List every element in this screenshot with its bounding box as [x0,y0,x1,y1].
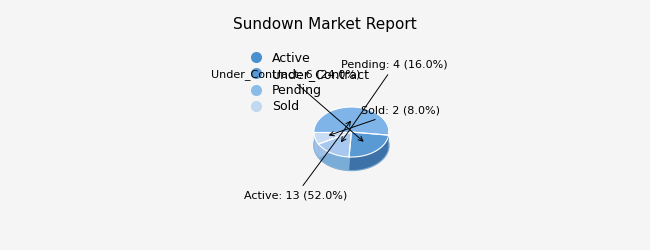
Polygon shape [314,120,389,170]
Polygon shape [352,132,389,149]
Polygon shape [349,132,352,170]
Polygon shape [349,135,389,170]
Text: Active: 13 (52.0%): Active: 13 (52.0%) [244,122,350,200]
Polygon shape [318,132,352,157]
Polygon shape [318,132,352,158]
Polygon shape [318,132,352,158]
Text: Under_Contract: 6 (24.0%): Under_Contract: 6 (24.0%) [211,69,363,141]
Polygon shape [318,144,349,171]
Polygon shape [349,132,389,157]
Polygon shape [314,132,318,158]
Polygon shape [314,107,389,135]
Text: Sold: 2 (8.0%): Sold: 2 (8.0%) [330,106,440,136]
Polygon shape [352,132,389,149]
Legend: Active, Under_Contract, Pending, Sold: Active, Under_Contract, Pending, Sold [243,52,370,113]
Polygon shape [314,132,352,144]
Text: Sundown Market Report: Sundown Market Report [233,18,417,32]
Polygon shape [349,132,352,170]
Text: Pending: 4 (16.0%): Pending: 4 (16.0%) [341,60,448,142]
